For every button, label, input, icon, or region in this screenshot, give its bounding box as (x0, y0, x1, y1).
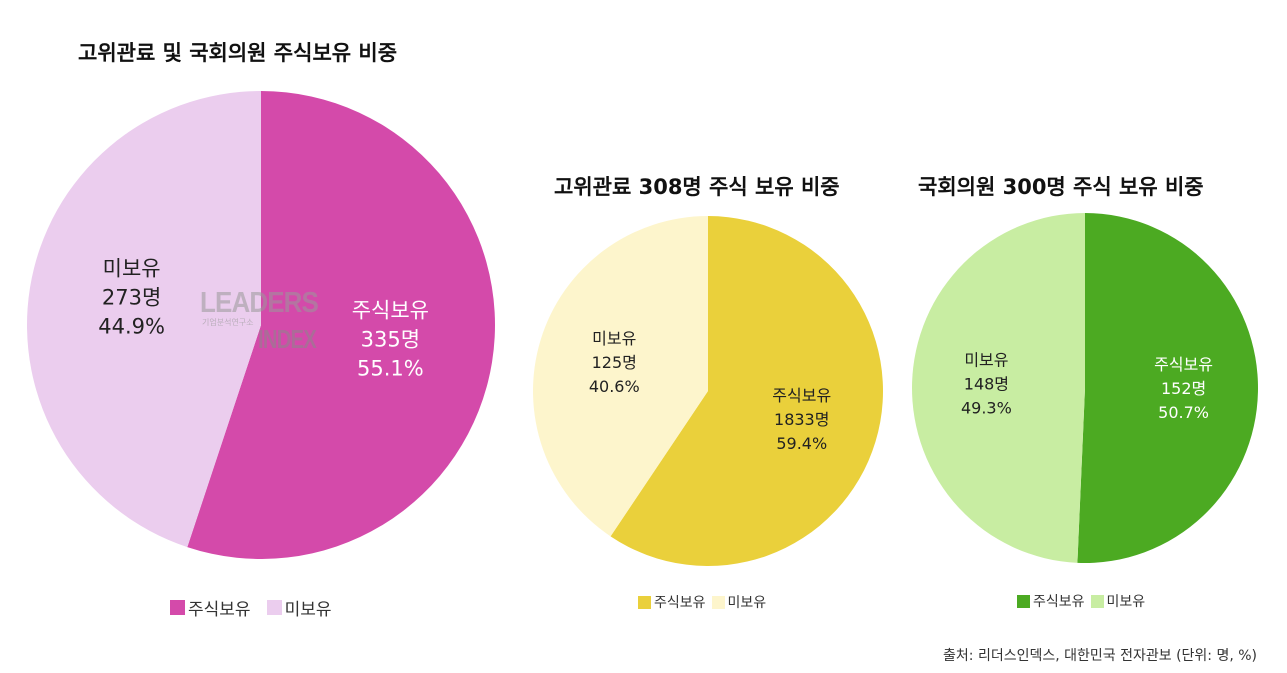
pie-chart-3: 주식보유 152명 50.7% 미보유 148명 49.3% (912, 213, 1259, 563)
slice-pct-label-none: 49.3% (961, 398, 1012, 417)
pie-slice-own (610, 216, 884, 566)
slice-count-label-none: 273명 (102, 285, 161, 309)
pie-chart-1: 주식보유 335명 55.1% 미보유 273명 44.9% (27, 91, 496, 559)
chart-2-legend: 주식보유 미보유 (638, 592, 766, 612)
legend-item-none: 미보유 (711, 592, 767, 612)
legend-item-own: 주식보유 (638, 592, 706, 612)
pie-slice-none (27, 91, 261, 548)
slice-count-label-own: 1833명 (774, 410, 829, 429)
logo-subtitle: 기업분석연구소 (202, 317, 254, 327)
logo-word-1: LEADERS (200, 287, 319, 319)
logo-word-2: INDEX (258, 324, 317, 354)
legend-item-own: 주식보유 (1017, 591, 1085, 611)
slice-label-own: 주식보유 (352, 298, 429, 322)
slice-label-none: 미보유 (103, 256, 161, 280)
chart-2-title: 고위관료 308명 주식 보유 비중 (554, 175, 840, 199)
slice-label-own: 주식보유 (1154, 355, 1213, 374)
leaders-index-logo: LEADERS 기업분석연구소 INDEX (200, 287, 320, 354)
legend-swatch-own (170, 600, 185, 615)
legend-label-none: 미보유 (727, 595, 767, 611)
chart-3-title: 국회의원 300명 주식 보유 비중 (918, 175, 1204, 199)
slice-pct-label-none: 40.6% (589, 377, 640, 396)
chart-3-legend: 주식보유 미보유 (1017, 591, 1145, 611)
pie-slice-none (533, 216, 708, 537)
pie-slice-none (912, 213, 1085, 563)
pie-slice-own (1077, 213, 1259, 563)
legend-item-none: 미보유 (266, 595, 332, 620)
slice-count-label-none: 148명 (964, 374, 1009, 393)
chart-1-legend: 주식보유 미보유 (170, 595, 331, 620)
slice-label-own: 주식보유 (772, 386, 831, 405)
legend-item-own: 주식보유 (170, 595, 251, 620)
source-note: 출처: 리더스인덱스, 대한민국 전자관보 (단위: 명, %) (943, 648, 1257, 664)
legend-swatch-none (1090, 594, 1104, 608)
legend-swatch-none (711, 595, 725, 609)
legend-label-own: 주식보유 (1033, 594, 1085, 610)
legend-label-own: 주식보유 (654, 595, 706, 611)
slice-count-label-own: 335명 (361, 327, 420, 351)
slice-pct-label-own: 50.7% (1158, 403, 1209, 422)
legend-swatch-own (638, 595, 651, 609)
legend-label-own: 주식보유 (188, 600, 251, 620)
legend-item-none: 미보유 (1090, 591, 1146, 611)
slice-pct-label-own: 55.1% (357, 356, 424, 380)
slice-pct-label-none: 44.9% (98, 314, 165, 338)
slice-pct-label-own: 59.4% (776, 434, 827, 453)
pie-slice-own (187, 91, 496, 559)
slice-count-label-own: 152명 (1161, 379, 1206, 398)
pie-chart-2: 주식보유 1833명 59.4% 미보유 125명 40.6% (533, 216, 884, 566)
slice-label-none: 미보유 (592, 329, 636, 348)
legend-swatch-none (266, 600, 282, 615)
slice-count-label-none: 125명 (592, 353, 637, 372)
legend-label-none: 미보유 (284, 600, 332, 620)
slice-label-none: 미보유 (964, 350, 1008, 369)
chart-1-title: 고위관료 및 국회의원 주식보유 비중 (78, 41, 398, 65)
legend-swatch-own (1017, 594, 1030, 608)
legend-label-none: 미보유 (1106, 594, 1146, 610)
